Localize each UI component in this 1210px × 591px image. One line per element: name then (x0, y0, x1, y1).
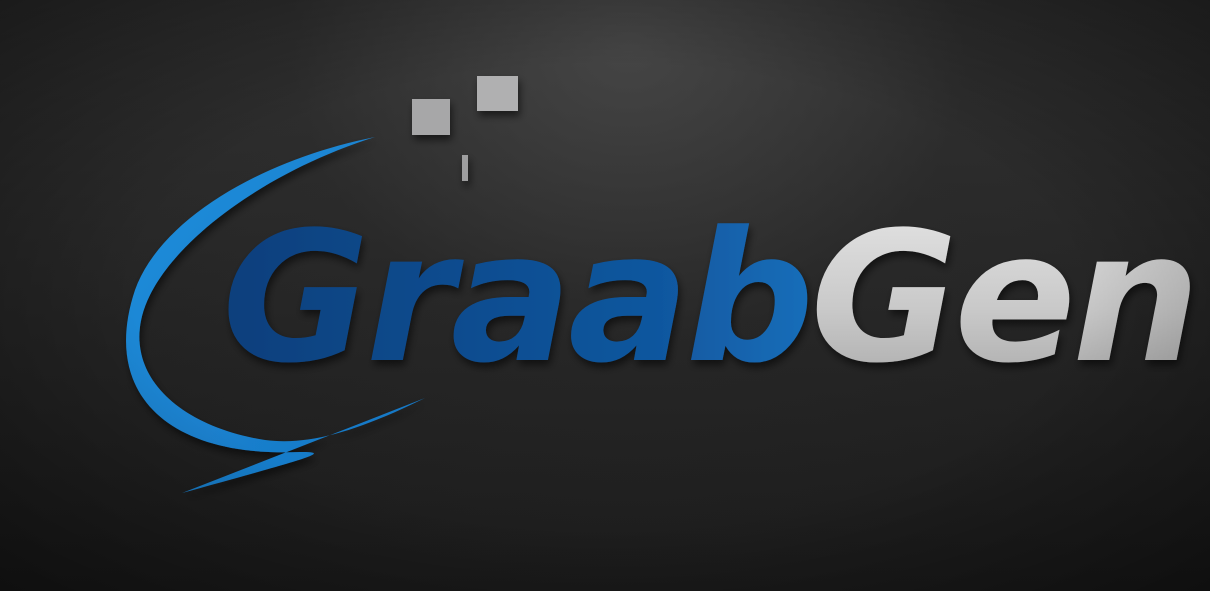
brand-name-part-2: Gen (810, 194, 1196, 403)
brand-name-part-1: Graab (222, 194, 810, 403)
brand-wordmark: GraabGen (222, 194, 1196, 403)
pixel-squares-icon (412, 76, 518, 181)
swoosh-icon (126, 137, 425, 493)
